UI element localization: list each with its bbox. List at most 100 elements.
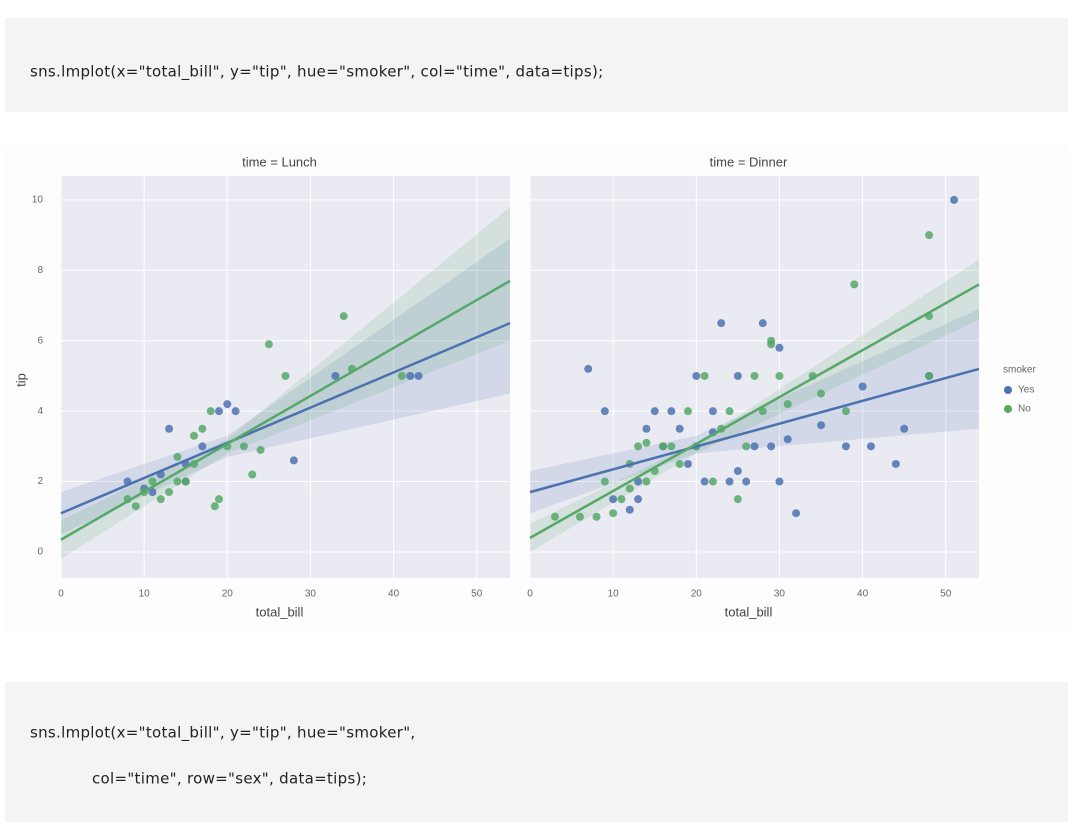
point [708, 407, 717, 416]
point [950, 195, 959, 204]
point [609, 509, 618, 518]
point [642, 438, 651, 447]
code-line: sns.lmplot(x="total_bill", y="tip", hue=… [30, 63, 603, 82]
point [609, 495, 618, 504]
point [206, 407, 215, 416]
point [148, 477, 157, 486]
x-tick-label: 50 [940, 589, 952, 600]
point [339, 312, 348, 321]
point [683, 459, 692, 468]
point [642, 477, 651, 486]
point [733, 466, 742, 475]
point [181, 477, 190, 486]
point [156, 495, 165, 504]
point [817, 421, 826, 430]
point [841, 407, 850, 416]
point [733, 371, 742, 380]
point [858, 382, 867, 391]
point [775, 371, 784, 380]
point [198, 424, 207, 433]
code-block [5, 18, 1068, 112]
confidence-band [61, 206, 510, 559]
point [792, 509, 801, 518]
point [659, 442, 668, 451]
point [758, 319, 767, 328]
y-tick-label: 10 [32, 195, 44, 206]
x-tick-label: 10 [608, 589, 620, 600]
point [775, 343, 784, 352]
point [783, 400, 792, 409]
point [165, 424, 174, 433]
point [148, 488, 157, 497]
point [264, 340, 273, 349]
point [767, 442, 776, 451]
point [617, 495, 626, 504]
x-tick-label: 0 [58, 589, 64, 600]
point [634, 495, 643, 504]
legend-marker [1004, 386, 1012, 394]
legend-label: No [1018, 404, 1031, 415]
point [700, 477, 709, 486]
point [750, 371, 759, 380]
point [725, 477, 734, 486]
point [667, 407, 676, 416]
point [397, 371, 406, 380]
x-tick-label: 40 [388, 589, 400, 600]
panel-title: time = Dinner [710, 154, 788, 169]
point [708, 477, 717, 486]
point [239, 442, 248, 451]
point [210, 502, 219, 511]
x-tick-label: 50 [471, 589, 483, 600]
code-line: sns.lmplot(x="total_bill", y="tip", hue=… [30, 724, 415, 743]
point [414, 371, 423, 380]
point [891, 459, 900, 468]
y-tick-label: 0 [37, 547, 43, 558]
x-axis-label: total_bill [256, 604, 304, 619]
point [248, 470, 257, 479]
point [289, 456, 298, 465]
point [758, 407, 767, 416]
y-axis-label: tip [13, 373, 28, 387]
point [733, 495, 742, 504]
x-tick-label: 30 [305, 589, 317, 600]
legend-title: smoker [1003, 365, 1036, 376]
point [165, 488, 174, 497]
regression-line [60, 279, 511, 541]
point [584, 364, 593, 373]
point [667, 442, 676, 451]
y-tick-label: 6 [37, 335, 43, 346]
legend-marker [1004, 405, 1012, 413]
confidence-band [530, 259, 979, 552]
point [675, 459, 684, 468]
point [198, 442, 207, 451]
point [190, 431, 199, 440]
point [700, 371, 709, 380]
point [600, 477, 609, 486]
point [841, 442, 850, 451]
confidence-band [61, 238, 510, 535]
point [750, 442, 759, 451]
point [173, 477, 182, 486]
point [575, 512, 584, 521]
x-axis-label: total_bill [725, 604, 773, 619]
point [281, 371, 290, 380]
point [406, 371, 415, 380]
point [223, 400, 232, 409]
point [650, 407, 659, 416]
code-block [5, 682, 1068, 822]
point [173, 452, 182, 461]
x-tick-label: 40 [857, 589, 869, 600]
point [634, 442, 643, 451]
point [900, 424, 909, 433]
x-tick-label: 0 [527, 589, 533, 600]
regression-line [60, 321, 511, 515]
point [214, 407, 223, 416]
panel-title: time = Lunch [242, 154, 317, 169]
regression-line [529, 283, 980, 539]
point [925, 231, 934, 240]
point [925, 371, 934, 380]
point [625, 484, 634, 493]
point [767, 336, 776, 345]
point [256, 445, 265, 454]
